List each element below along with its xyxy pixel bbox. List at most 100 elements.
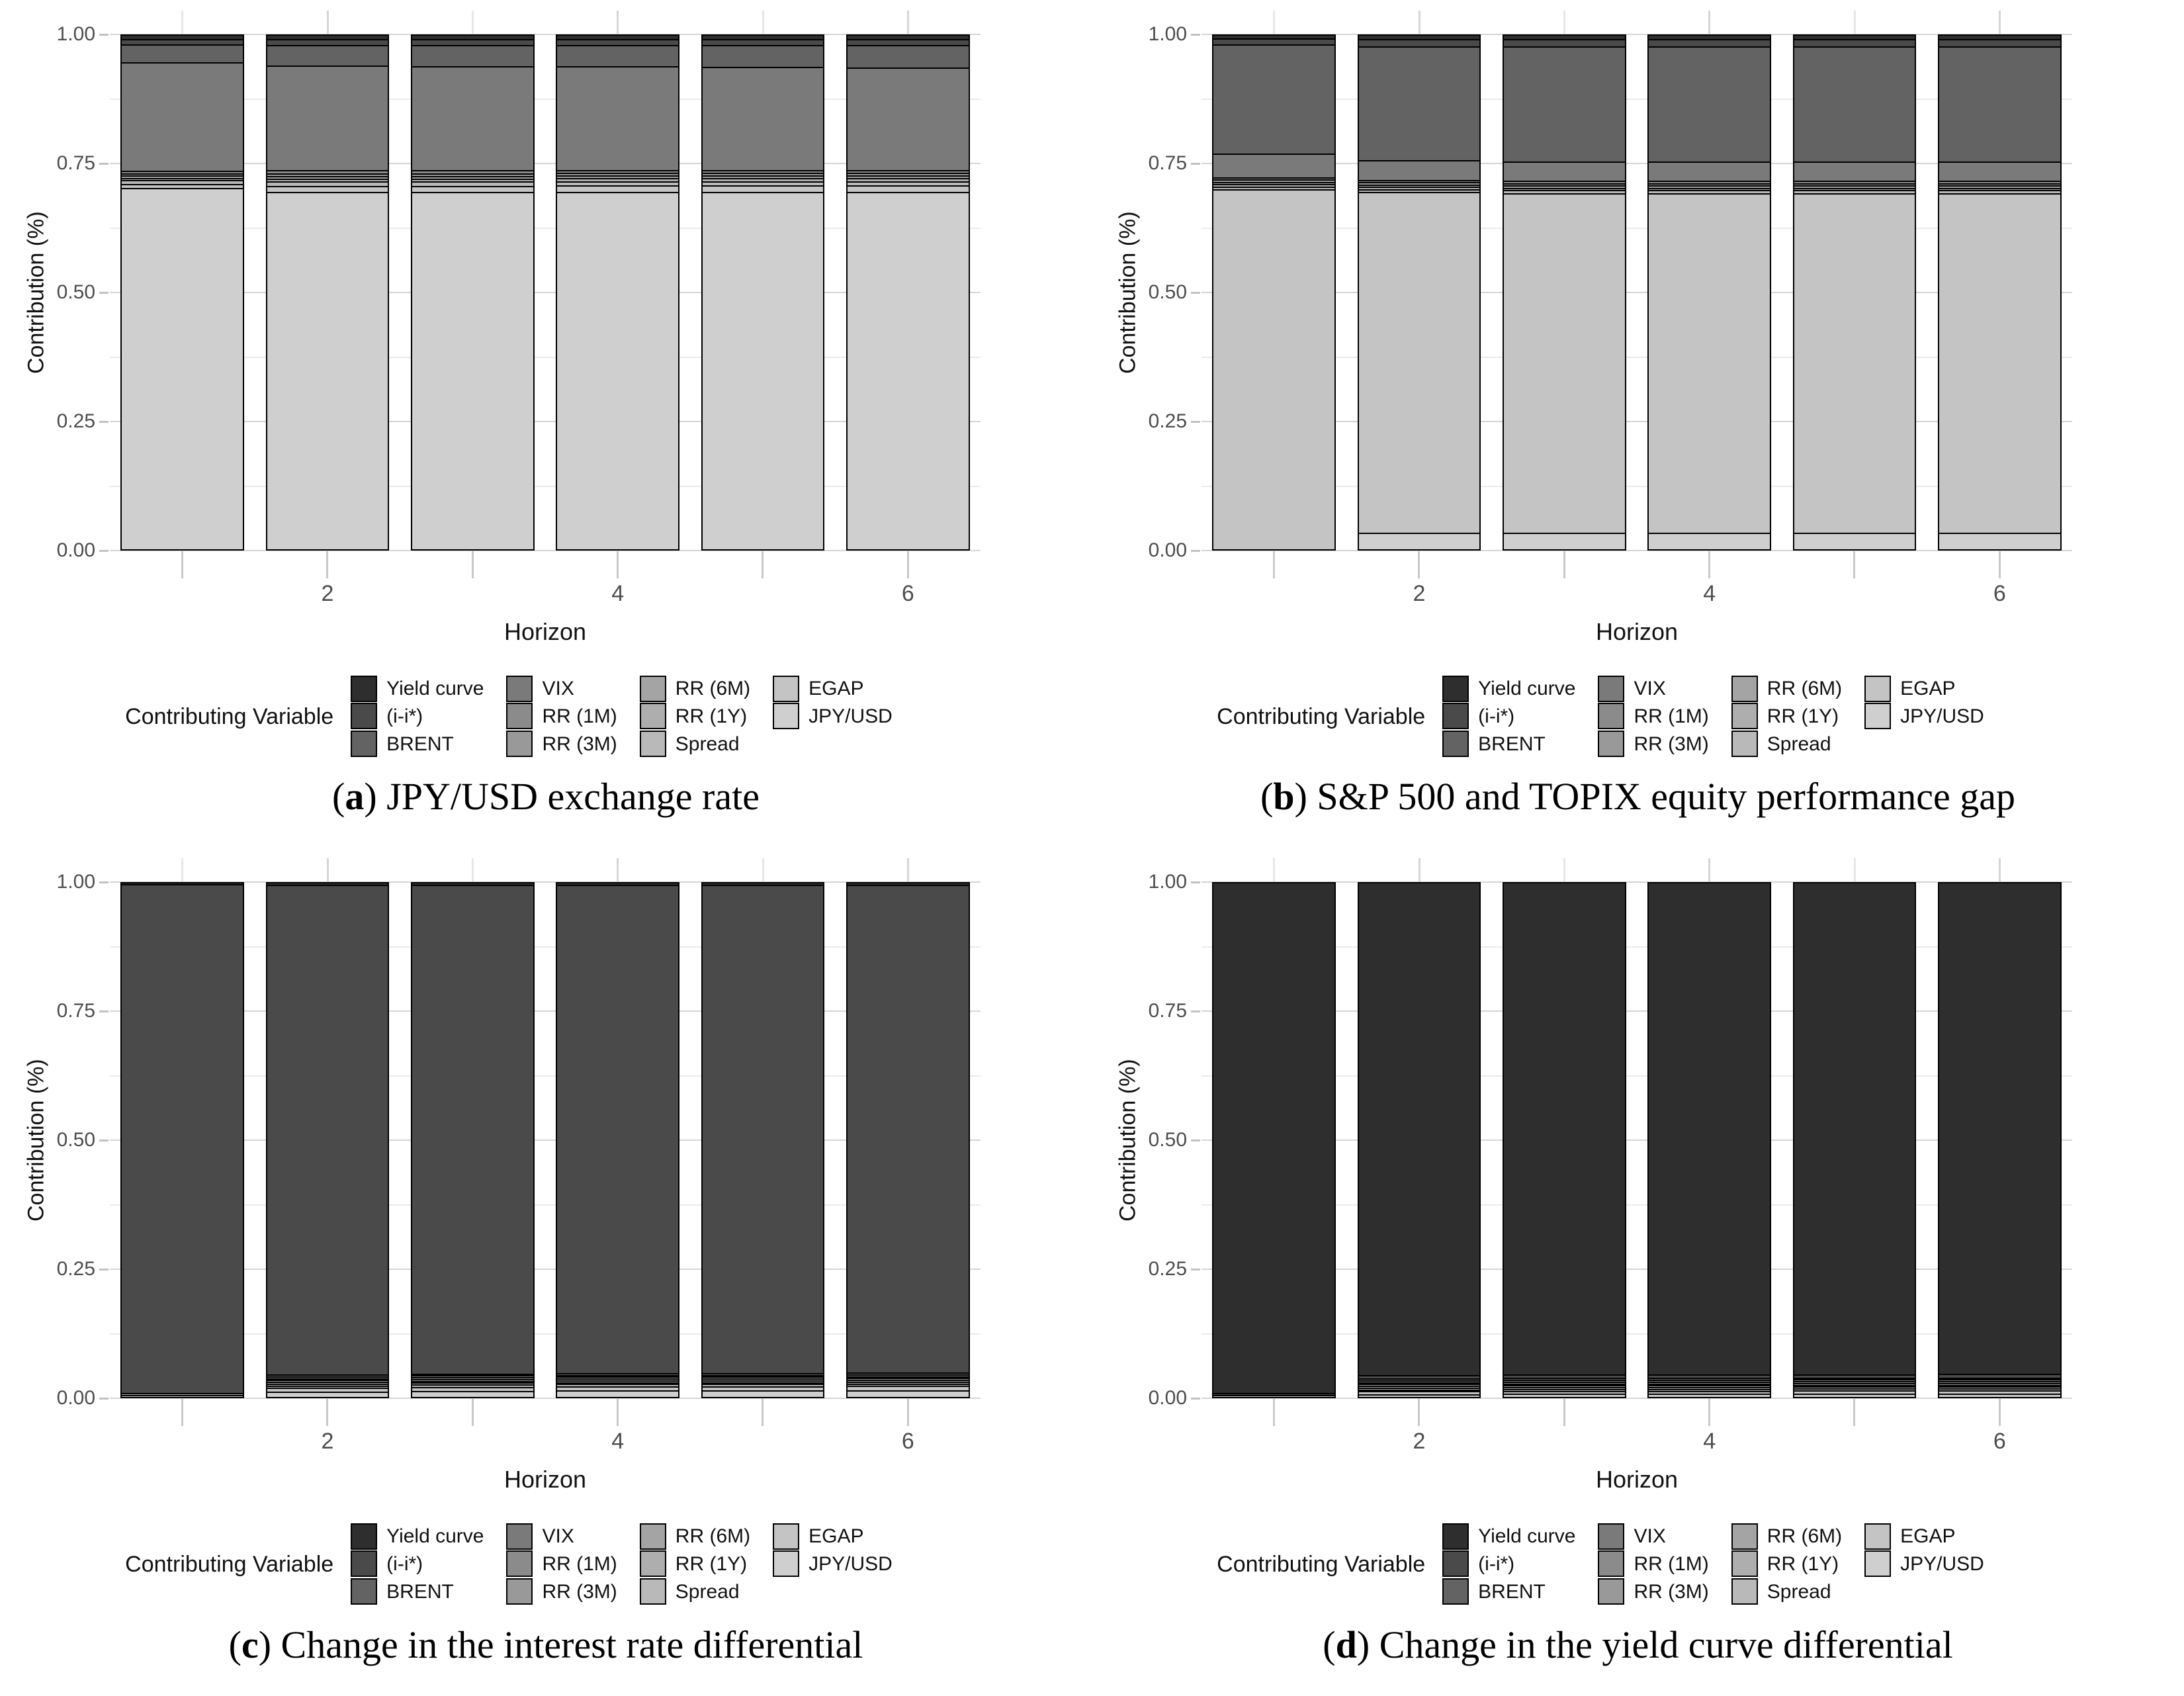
x-tick-label — [110, 1426, 255, 1456]
x-tick-slot — [1782, 1398, 1927, 1426]
bar-slot — [1346, 882, 1491, 1398]
segment-rr-1y- — [1649, 187, 1770, 191]
segment-rr-6m- — [848, 1380, 969, 1382]
segment-rr-1m- — [1213, 177, 1334, 180]
x-axis-title: Horizon — [503, 1466, 587, 1493]
x-tick-mark — [1418, 1398, 1420, 1426]
x-label-slot: 6 — [836, 578, 981, 609]
segment-brent — [848, 45, 969, 67]
segment-yield-curve — [848, 34, 969, 40]
x-label-slot: 2 — [1346, 578, 1491, 609]
horizontal-gridline — [1201, 292, 2072, 293]
bars — [1201, 34, 2072, 551]
segment-brent — [557, 45, 678, 67]
legend-swatch — [1598, 1523, 1625, 1550]
legend-entry-label: VIX — [1634, 1525, 1666, 1547]
segment-rr-1y- — [1213, 184, 1334, 187]
legend-entry-label: Spread — [675, 733, 740, 755]
legend-entry-label: (i-i*) — [1478, 1553, 1515, 1575]
segment-jpy-usd — [1794, 1393, 1915, 1397]
legend-entry: Yield curve — [351, 1523, 484, 1550]
segment-jpy-usd — [1794, 533, 1915, 550]
legend-swatch — [1598, 703, 1625, 729]
horizontal-gridline — [110, 227, 981, 229]
segment-brent — [1213, 44, 1334, 154]
segment-rr-1m- — [267, 1378, 388, 1380]
segment-jpy-usd — [1504, 1393, 1625, 1397]
plot-area — [110, 858, 981, 1399]
legend-entry-label: JPY/USD — [808, 705, 893, 727]
segment-egap — [557, 1386, 678, 1391]
legend-swatch — [773, 1550, 800, 1577]
segment-vix — [1794, 1379, 1915, 1382]
segment-vix — [1939, 161, 2060, 181]
plot-area — [110, 11, 981, 551]
x-tick-label — [690, 1426, 835, 1456]
legend-column: RR (6M) RR (1Y) Spread — [639, 1523, 750, 1606]
legend-swatch — [639, 1550, 666, 1577]
segment-rr-1m- — [702, 169, 824, 173]
segment-vix — [1213, 153, 1334, 177]
segment-rr-6m- — [267, 1382, 388, 1384]
legend-entry-label: (i-i*) — [386, 705, 423, 727]
segment--i-i*- — [1213, 1393, 1334, 1396]
legend-swatch — [1598, 1550, 1625, 1577]
segment-rr-1m- — [848, 1376, 969, 1378]
x-label-slot: 6 — [836, 1426, 981, 1456]
bar-h6 — [846, 34, 970, 551]
legend-entry: VIX — [1598, 675, 1708, 703]
x-tick-mark — [762, 1398, 764, 1426]
legend-swatch — [506, 1578, 533, 1605]
segment-rr-1y- — [702, 1382, 824, 1384]
x-tick-slot — [1492, 551, 1637, 578]
y-tick-mark — [1191, 162, 1200, 165]
segment--i-i*- — [1358, 38, 1480, 46]
x-label-slot: 2 — [1346, 1426, 1491, 1456]
x-tick-mark — [617, 1398, 619, 1426]
y-axis-ticks: 1.00 0.75 0.50 0.25 0.00 — [53, 858, 110, 1409]
x-tick-slot — [1346, 551, 1491, 578]
bar-h4 — [1647, 34, 1771, 551]
segment-rr-3m- — [267, 1380, 388, 1382]
x-axis-title: Horizon — [503, 618, 587, 645]
y-tick-mark — [1191, 291, 1200, 294]
segment-rr-1y- — [122, 177, 243, 181]
y-tick-label: 0.00 — [56, 1387, 95, 1409]
caption-b: (b) S&P 500 and TOPIX equity performance… — [1260, 775, 2016, 818]
segment--i-i*- — [1504, 1374, 1625, 1378]
legend-entry-label: BRENT — [386, 1581, 454, 1603]
caption-letter: d — [1335, 1623, 1357, 1666]
x-label-slot: 4 — [545, 1426, 690, 1456]
horizontal-gridline — [1201, 356, 2072, 358]
segment-spread — [1213, 186, 1334, 190]
x-tick-mark — [1998, 1398, 2001, 1426]
segment-vix — [1504, 1380, 1625, 1382]
legend-swatch — [1864, 1523, 1892, 1550]
segment--i-i*- — [412, 885, 533, 1374]
x-label-slot — [1782, 1426, 1927, 1456]
y-tick-label: 0.00 — [56, 539, 95, 561]
legend-entry-label: EGAP — [808, 678, 864, 699]
bar-h3 — [1503, 34, 1626, 551]
legend-entry: VIX — [506, 1523, 617, 1550]
horizontal-gridline — [1201, 227, 2072, 229]
legend-entry-label: (i-i*) — [386, 1553, 423, 1575]
segment-spread — [1939, 1388, 2060, 1390]
segment-spread — [267, 181, 388, 186]
segment-vix — [1358, 1380, 1480, 1382]
legend-swatch — [506, 1523, 533, 1550]
segment-spread — [702, 181, 824, 186]
segment-yield-curve — [1794, 34, 1915, 39]
bar-h4 — [1647, 882, 1771, 1398]
x-tick-mark — [181, 551, 184, 578]
legend-entry: RR (3M) — [1598, 1578, 1709, 1606]
segment-rr-1y- — [1358, 187, 1480, 189]
x-tick-mark — [181, 1398, 184, 1426]
x-tick-slot — [545, 1398, 690, 1426]
legend-swatch — [1864, 1550, 1892, 1577]
segment-egap — [1939, 1390, 2060, 1394]
y-axis-title: Contribution (%) — [23, 1059, 49, 1222]
bar-h6 — [846, 882, 970, 1398]
segment-rr-1y- — [1794, 187, 1915, 191]
segment--i-i*- — [1939, 1373, 2060, 1378]
